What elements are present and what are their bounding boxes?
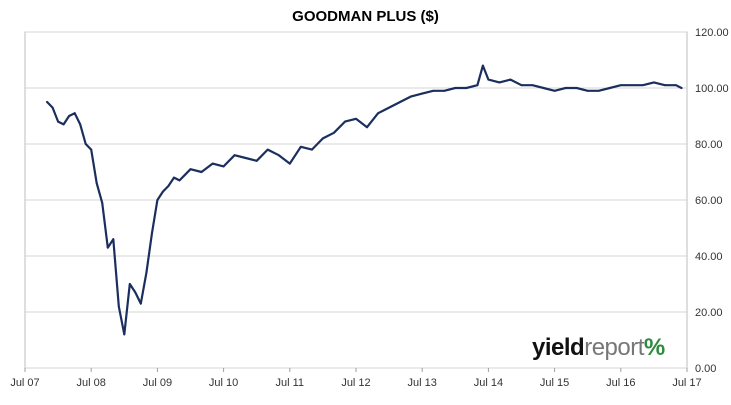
x-tick-label: Jul 13 bbox=[408, 377, 437, 389]
series-point bbox=[184, 173, 186, 176]
series-point bbox=[51, 106, 54, 109]
series-point bbox=[211, 162, 214, 165]
series-point bbox=[333, 131, 335, 134]
series-point bbox=[509, 78, 512, 81]
x-tick-label: Jul 08 bbox=[77, 377, 106, 389]
series-point bbox=[173, 176, 175, 179]
x-tick-label: Jul 11 bbox=[276, 377, 305, 389]
series-point bbox=[465, 87, 468, 89]
y-tick-label: 60.00 bbox=[695, 195, 723, 207]
series-point bbox=[167, 185, 170, 187]
series-point bbox=[641, 84, 644, 87]
x-tick-label: Jul 17 bbox=[672, 377, 701, 389]
y-tick-label: 120.00 bbox=[695, 27, 729, 39]
series-point bbox=[377, 112, 379, 115]
series-point bbox=[255, 159, 258, 162]
series-point bbox=[344, 120, 346, 123]
series-point bbox=[233, 154, 236, 157]
series-point bbox=[57, 120, 59, 123]
y-tick-label: 0.00 bbox=[695, 363, 716, 375]
series-point bbox=[128, 283, 131, 285]
series-point bbox=[476, 84, 479, 87]
series-point bbox=[564, 87, 567, 89]
x-tick-label: Jul 15 bbox=[540, 377, 569, 389]
series-point bbox=[112, 238, 115, 241]
series-point bbox=[553, 89, 556, 92]
series-point bbox=[355, 117, 357, 120]
series-point bbox=[200, 171, 203, 173]
series-point bbox=[608, 87, 611, 89]
series-point bbox=[90, 148, 93, 151]
series-point bbox=[123, 333, 126, 336]
series-point bbox=[322, 137, 324, 140]
series-point bbox=[84, 143, 87, 145]
series-point bbox=[62, 123, 65, 126]
series-point bbox=[630, 84, 633, 87]
series-point bbox=[597, 89, 600, 92]
series-point bbox=[498, 81, 501, 84]
x-tick-label: Jul 16 bbox=[606, 377, 635, 389]
series-point bbox=[487, 78, 490, 81]
x-tick-label: Jul 07 bbox=[10, 377, 39, 389]
series-point bbox=[79, 123, 82, 126]
series-point bbox=[421, 92, 424, 95]
series-point bbox=[156, 199, 159, 201]
series-point bbox=[410, 95, 413, 98]
series-point bbox=[46, 101, 48, 103]
series-point bbox=[95, 182, 98, 185]
series-point bbox=[117, 305, 120, 308]
series-point bbox=[244, 157, 247, 159]
series-point bbox=[266, 148, 269, 151]
series-point bbox=[454, 87, 457, 89]
x-tick-label: Jul 10 bbox=[209, 377, 238, 389]
series-point bbox=[277, 154, 280, 157]
series-point bbox=[145, 271, 148, 274]
series-point bbox=[106, 246, 109, 249]
series-point bbox=[432, 89, 435, 92]
series-point bbox=[675, 84, 677, 87]
series-point bbox=[575, 87, 578, 89]
series-point bbox=[139, 302, 142, 305]
series-point bbox=[366, 126, 368, 129]
series-point bbox=[653, 81, 655, 84]
x-tick-label: Jul 12 bbox=[341, 377, 370, 389]
chart-title: GOODMAN PLUS ($) bbox=[292, 8, 439, 25]
series-point bbox=[68, 115, 71, 117]
series-point bbox=[299, 145, 302, 148]
series-point bbox=[288, 162, 291, 165]
series-point bbox=[520, 84, 523, 87]
series-point bbox=[388, 106, 390, 109]
series-point bbox=[619, 84, 622, 87]
series-point bbox=[134, 291, 137, 294]
series-point bbox=[531, 84, 534, 87]
logo-text-report: report bbox=[584, 334, 644, 361]
series-point bbox=[481, 64, 484, 67]
y-tick-label: 100.00 bbox=[695, 83, 729, 95]
series-point bbox=[101, 201, 104, 204]
series-point bbox=[664, 84, 666, 87]
logo-text-yield: yield bbox=[532, 334, 585, 361]
x-tick-label: Jul 09 bbox=[143, 377, 172, 389]
series-point bbox=[680, 87, 683, 89]
series-point bbox=[399, 101, 402, 103]
series-point bbox=[150, 232, 153, 235]
series-point bbox=[542, 87, 545, 89]
series-point bbox=[162, 190, 164, 193]
series-point bbox=[73, 112, 76, 115]
series-point bbox=[189, 168, 192, 171]
series-point bbox=[310, 148, 313, 151]
series-point bbox=[586, 89, 589, 92]
y-tick-label: 40.00 bbox=[695, 251, 723, 263]
series-point bbox=[178, 179, 181, 182]
yieldreport-logo: yieldreport% bbox=[532, 334, 665, 362]
x-tick-label: Jul 14 bbox=[474, 377, 503, 389]
y-tick-label: 80.00 bbox=[695, 139, 723, 151]
logo-percent-symbol: % bbox=[643, 334, 665, 361]
series-point bbox=[443, 89, 446, 92]
y-tick-label: 20.00 bbox=[695, 307, 723, 319]
series-point bbox=[222, 165, 225, 168]
